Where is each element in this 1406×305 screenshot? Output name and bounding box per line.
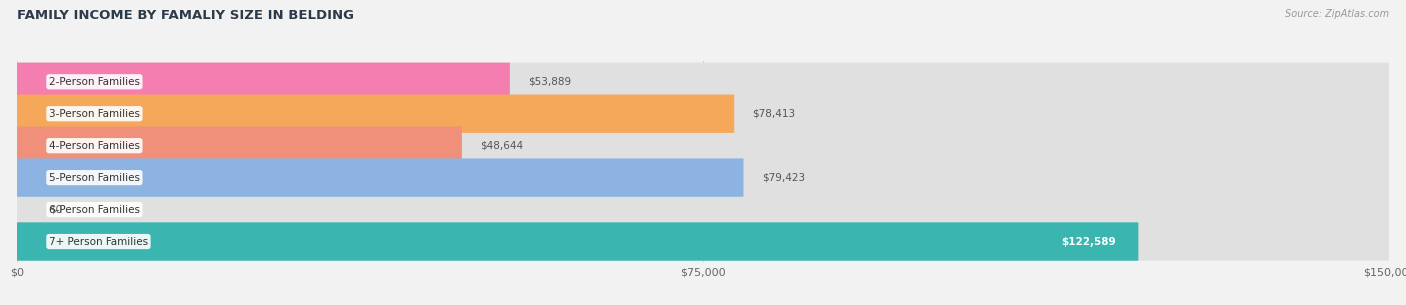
Text: $122,589: $122,589 bbox=[1062, 237, 1115, 246]
FancyBboxPatch shape bbox=[17, 127, 1389, 165]
FancyBboxPatch shape bbox=[17, 159, 744, 197]
Text: $48,644: $48,644 bbox=[481, 141, 523, 151]
Text: $0: $0 bbox=[49, 205, 62, 215]
FancyBboxPatch shape bbox=[17, 63, 510, 101]
FancyBboxPatch shape bbox=[17, 63, 1389, 101]
FancyBboxPatch shape bbox=[17, 95, 734, 133]
Text: 7+ Person Families: 7+ Person Families bbox=[49, 237, 148, 246]
Text: 5-Person Families: 5-Person Families bbox=[49, 173, 139, 183]
Text: $78,413: $78,413 bbox=[752, 109, 796, 119]
FancyBboxPatch shape bbox=[17, 222, 1139, 261]
Text: $53,889: $53,889 bbox=[529, 77, 571, 87]
FancyBboxPatch shape bbox=[17, 159, 1389, 197]
FancyBboxPatch shape bbox=[17, 95, 1389, 133]
FancyBboxPatch shape bbox=[17, 127, 463, 165]
Text: 2-Person Families: 2-Person Families bbox=[49, 77, 139, 87]
Text: Source: ZipAtlas.com: Source: ZipAtlas.com bbox=[1285, 9, 1389, 19]
Text: 3-Person Families: 3-Person Families bbox=[49, 109, 139, 119]
FancyBboxPatch shape bbox=[17, 190, 1389, 229]
Text: 4-Person Families: 4-Person Families bbox=[49, 141, 139, 151]
Text: $79,423: $79,423 bbox=[762, 173, 804, 183]
Text: 6-Person Families: 6-Person Families bbox=[49, 205, 139, 215]
Text: FAMILY INCOME BY FAMALIY SIZE IN BELDING: FAMILY INCOME BY FAMALIY SIZE IN BELDING bbox=[17, 9, 354, 22]
FancyBboxPatch shape bbox=[17, 222, 1389, 261]
